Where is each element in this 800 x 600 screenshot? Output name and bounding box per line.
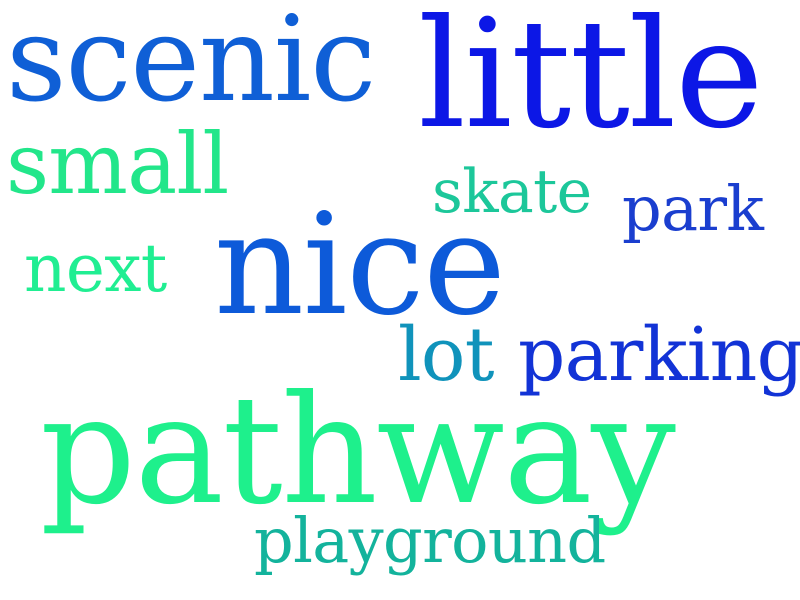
word-parking: parking (518, 312, 800, 398)
word-park: park (622, 172, 764, 245)
word-skate: skate (432, 157, 592, 227)
word-next: next (24, 230, 167, 307)
word-playground: playground (254, 504, 606, 577)
word-small: small (6, 115, 229, 213)
word-pathway: pathway (40, 364, 676, 538)
word-scenic: scenic (6, 0, 376, 128)
word-little: little (418, 0, 764, 162)
word-lot: lot (398, 312, 494, 398)
word-nice: nice (214, 184, 506, 347)
